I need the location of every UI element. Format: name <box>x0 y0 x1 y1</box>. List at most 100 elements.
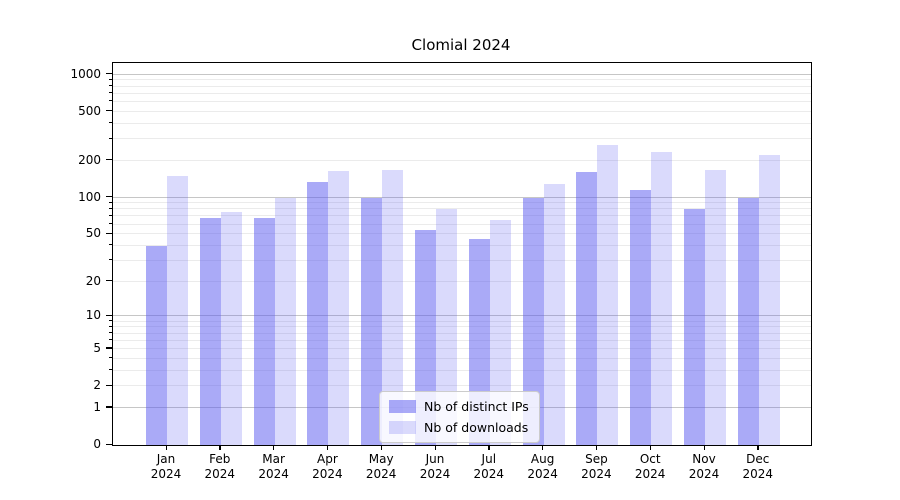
y-tick-label: 2 <box>93 378 101 393</box>
x-tick <box>219 445 221 451</box>
minor-gridline <box>113 326 811 328</box>
minor-gridline <box>113 280 811 282</box>
bar-ips-jan <box>146 245 167 445</box>
y-minor-tick <box>108 320 112 321</box>
legend-label-ips: Nb of distinct IPs <box>424 399 529 414</box>
y-minor-tick <box>108 384 112 386</box>
minor-gridline <box>113 215 811 217</box>
legend-label-downloads: Nb of downloads <box>424 420 529 435</box>
minor-gridline <box>113 110 811 112</box>
y-minor-tick <box>108 347 112 349</box>
minor-gridline <box>113 332 811 334</box>
x-tick-label: Sep 2024 <box>581 452 612 481</box>
bar-downloads-jul <box>489 220 511 445</box>
minor-gridline <box>113 138 811 139</box>
y-minor-tick <box>108 207 112 209</box>
y-tick-label: 10 <box>85 308 101 323</box>
bar-ips-oct <box>630 189 652 445</box>
x-tick-label: Nov 2024 <box>688 452 720 481</box>
y-tick-label: 50 <box>85 226 101 241</box>
y-minor-tick <box>108 100 112 102</box>
x-tick <box>488 445 490 451</box>
minor-gridline <box>113 85 811 87</box>
y-tick-label: 0 <box>93 437 101 451</box>
minor-gridline <box>113 159 811 161</box>
bar-downloads-sep <box>597 144 619 445</box>
y-minor-tick <box>108 325 112 327</box>
y-minor-tick <box>108 244 112 246</box>
x-tick <box>757 445 759 451</box>
y-minor-tick <box>108 232 112 234</box>
bar-downloads-nov <box>705 170 726 445</box>
x-tick-label: Apr 2024 <box>312 452 343 481</box>
x-tick <box>273 445 275 451</box>
x-tick <box>434 445 436 451</box>
bar-downloads-jun <box>436 208 457 445</box>
bar-ips-nov <box>684 209 705 445</box>
bar-ips-may <box>361 197 383 445</box>
bar-ips-feb <box>199 218 221 445</box>
y-tick <box>106 73 112 75</box>
bar-downloads-feb <box>220 212 242 445</box>
major-gridline <box>113 73 811 75</box>
bar-downloads-may <box>382 169 404 445</box>
y-tick-label: 100 <box>78 189 101 204</box>
minor-gridline <box>113 259 811 261</box>
y-tick <box>106 406 112 408</box>
y-minor-tick <box>108 259 112 261</box>
y-minor-tick <box>108 339 112 341</box>
chart-title: Clomial 2024 <box>411 36 511 54</box>
legend-swatch-ips <box>389 400 416 413</box>
bar-ips-dec <box>737 197 759 445</box>
bar-downloads-aug <box>543 183 565 445</box>
y-minor-tick <box>108 332 112 333</box>
bar-downloads-dec <box>758 154 780 445</box>
x-tick-label: Dec 2024 <box>742 452 774 481</box>
x-tick <box>380 445 382 451</box>
legend-item-downloads: Nb of downloads <box>389 420 529 435</box>
y-minor-tick <box>108 78 112 80</box>
x-tick-label: Jun 2024 <box>419 452 451 481</box>
minor-gridline <box>113 347 811 349</box>
x-tick <box>542 445 544 451</box>
y-tick-label: 1000 <box>70 66 101 81</box>
x-tick-label: Feb 2024 <box>204 452 236 481</box>
y-tick-label: 500 <box>78 103 101 118</box>
bar-downloads-mar <box>274 197 296 445</box>
y-minor-tick <box>108 85 112 86</box>
minor-gridline <box>113 92 811 94</box>
minor-gridline <box>113 100 811 102</box>
x-tick-label: Mar 2024 <box>258 452 289 481</box>
y-minor-tick <box>108 357 112 359</box>
y-minor-tick <box>108 280 112 282</box>
x-tick <box>326 445 329 451</box>
bar-ips-sep <box>576 171 598 445</box>
minor-gridline <box>113 202 811 204</box>
minor-gridline <box>113 339 811 341</box>
y-minor-tick <box>108 201 112 203</box>
minor-gridline <box>113 208 811 210</box>
legend-swatch-downloads <box>389 421 416 434</box>
bar-ips-apr <box>307 181 329 445</box>
minor-gridline <box>113 369 811 371</box>
major-gridline <box>113 315 811 317</box>
bar-ips-aug <box>522 197 544 445</box>
x-tick <box>165 445 167 451</box>
y-minor-tick <box>108 159 112 161</box>
minor-gridline <box>113 385 811 387</box>
major-gridline <box>113 196 811 198</box>
y-minor-tick <box>108 110 112 112</box>
y-minor-tick <box>108 214 112 216</box>
bar-downloads-oct <box>651 151 673 445</box>
y-minor-tick <box>108 369 112 371</box>
plot-area: Nb of distinct IPs Nb of downloads <box>112 62 812 446</box>
bar-ips-mar <box>253 218 275 445</box>
minor-gridline <box>113 244 811 246</box>
minor-gridline <box>113 122 811 124</box>
y-minor-tick <box>108 122 112 124</box>
y-tick <box>106 314 112 317</box>
x-tick <box>703 445 705 451</box>
bar-downloads-apr <box>328 170 350 445</box>
y-tick <box>106 443 112 445</box>
